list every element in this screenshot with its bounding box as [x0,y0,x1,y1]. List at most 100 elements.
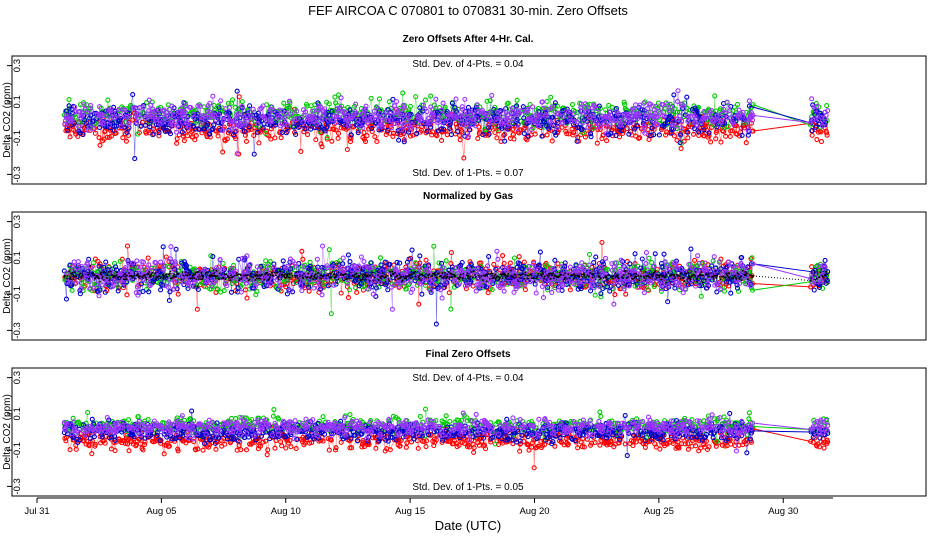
data-point [505,100,511,106]
data-point [156,133,162,139]
series-gap-line [752,122,812,132]
data-point [149,275,152,278]
panel-1: Zero Offsets After 4-Hr. Cal. Std. Dev. … [2,34,927,185]
data-point [105,97,111,103]
data-point [708,139,714,145]
data-point [207,131,213,137]
data-point [717,106,723,112]
data-point [112,276,115,278]
data-point [177,273,179,275]
data-point [174,276,177,279]
series-gap-line [752,263,811,280]
data-point [521,115,527,121]
data-point [144,275,146,277]
data-point [272,122,279,128]
data-point [255,129,261,135]
data-point [251,151,257,157]
data-point [84,120,90,127]
data-point [520,104,526,110]
data-point [461,155,467,161]
series-gap-line [752,281,812,291]
data-point [725,123,731,129]
data-point [102,279,105,281]
data-point [192,274,194,276]
data-point [595,126,601,133]
data-point [186,274,189,277]
series-gap-line [752,114,811,124]
data-point [152,275,155,277]
data-point [574,138,580,144]
data-point [644,115,650,122]
data-point [224,136,230,142]
data-point [570,121,577,128]
data-point [212,275,215,277]
data-point [187,272,189,274]
data-point [64,127,71,133]
data-point [525,133,531,139]
data-point [213,272,215,275]
data-point [147,273,150,275]
data-point [369,125,375,132]
data-point [194,272,197,274]
data-point [241,128,247,134]
data-point [273,120,279,126]
data-point [674,137,680,143]
data-point [123,138,130,144]
data-point [97,275,99,278]
data-point [336,130,342,136]
data-point [98,277,100,280]
data-point [150,273,153,276]
data-point [656,132,662,138]
data-point [397,118,403,124]
data-point [225,100,231,106]
data-point [215,270,218,272]
data-point [97,142,103,148]
data-point [200,271,203,274]
data-point [684,94,690,100]
data-point [613,132,619,139]
data-point [718,139,724,145]
data-point [564,131,570,137]
data-point [92,272,94,275]
data-point [130,117,136,123]
data-point [455,128,461,135]
data-point [544,132,550,138]
data-point [814,137,820,143]
data-point [304,131,311,138]
data-point [485,132,491,138]
data-point [374,138,380,145]
data-point [809,96,815,102]
data-point [511,136,517,142]
data-point [100,274,103,276]
data-point [325,121,331,127]
data-point [600,132,607,138]
data-point [372,134,378,140]
data-point [73,275,75,278]
data-point [198,278,200,280]
panel-1-frame [11,55,927,185]
data-point [585,131,591,137]
data-point [295,124,301,130]
data-point [412,119,418,125]
data-point [727,133,733,140]
data-point [668,130,674,136]
data-point [400,90,406,96]
data-point [390,96,396,102]
data-point [118,275,121,278]
data-point [111,274,113,276]
data-point [521,130,527,137]
data-point [66,96,72,103]
y-tick-label: -0.1 [12,286,23,302]
data-point [195,278,198,281]
data-point [637,135,643,141]
data-point [685,135,691,141]
data-point [809,264,815,270]
data-point [211,122,217,128]
data-point [706,132,712,138]
data-point [818,138,825,145]
data-point [154,272,157,274]
data-point [477,129,483,135]
data-point [743,140,749,146]
data-point [80,131,86,138]
data-point [362,139,369,145]
